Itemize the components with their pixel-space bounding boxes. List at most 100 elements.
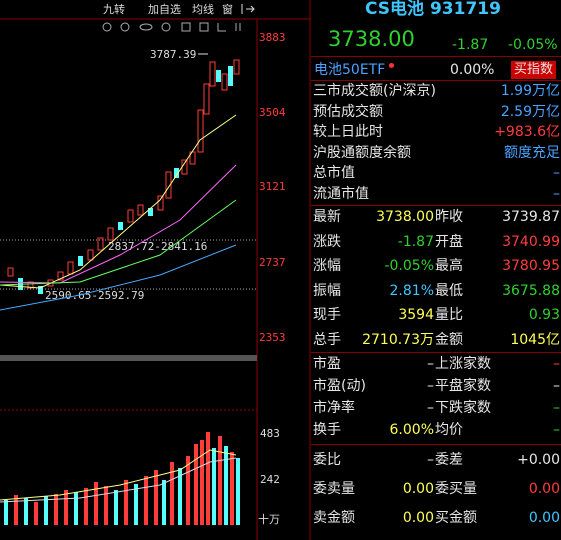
label: 上涨家数 — [435, 356, 491, 372]
ma — [0, 244, 237, 311]
value: 3739.87 — [502, 209, 560, 225]
volume-tick: 242 — [260, 473, 280, 486]
ma — [0, 114, 237, 289]
value: 2710.73万 — [362, 331, 434, 348]
value: 3740.99 — [502, 233, 560, 250]
label: 流通市值 — [313, 185, 369, 202]
value: – — [553, 185, 560, 202]
value: 3594 — [398, 307, 434, 323]
value: – — [553, 422, 560, 438]
price: 3738.00 — [328, 27, 415, 51]
label: 沪股通额度余额 — [313, 144, 411, 161]
value: – — [427, 452, 434, 468]
candles — [7, 59, 240, 294]
label: 量比 — [435, 307, 463, 323]
value: 0.00 — [402, 481, 434, 497]
value: 2.81% — [389, 282, 434, 299]
ma — [0, 199, 237, 286]
title: CS电池 931719 — [365, 0, 501, 19]
change: -1.87 — [452, 37, 489, 53]
buy-button[interactable]: 买指数 — [511, 61, 557, 79]
value: 额度充足 — [504, 144, 560, 161]
value: 1.99万亿 — [500, 83, 560, 99]
icons — [102, 22, 241, 32]
label: 市净率 — [313, 400, 355, 416]
label: 委买量 — [435, 481, 477, 497]
label: 买金额 — [435, 510, 477, 526]
value: 6.00% — [389, 422, 434, 438]
value: – — [427, 378, 434, 394]
divider — [311, 56, 561, 57]
price-tick: 3883 — [259, 31, 286, 44]
label: 涨幅 — [313, 258, 341, 274]
icon[interactable] — [241, 4, 255, 14]
divider — [311, 444, 561, 445]
label: 总市值 — [313, 165, 355, 181]
value: -1.87 — [397, 233, 434, 250]
value: – — [553, 400, 560, 416]
label: 三市成交额(沪深京) — [313, 83, 436, 99]
value: – — [427, 356, 434, 372]
volume-bars — [4, 432, 240, 525]
price-tick: 2737 — [259, 256, 286, 269]
label: 最高 — [435, 258, 463, 274]
label: 振幅 — [313, 282, 341, 299]
vol-ma — [0, 457, 237, 503]
price-tick: 2353 — [259, 331, 286, 344]
label: 委比 — [313, 452, 341, 468]
label: 换手 — [313, 422, 341, 438]
label: 卖金额 — [313, 510, 355, 526]
divider — [311, 80, 561, 81]
label: 市盈(动) — [313, 378, 366, 394]
label: 下跌家数 — [435, 400, 491, 416]
dot — [389, 63, 394, 68]
divider — [311, 352, 561, 353]
value: – — [553, 165, 560, 181]
label: 总手 — [313, 331, 341, 348]
value: – — [553, 356, 560, 372]
value: 2.59万亿 — [500, 103, 560, 120]
value: -0.05% — [384, 258, 434, 274]
high-label: 3787.39 — [150, 48, 196, 61]
value: +983.6亿 — [494, 124, 560, 140]
change-pct: -0.05% — [508, 37, 558, 53]
vol-ma — [0, 449, 237, 501]
value: 0.00 — [402, 510, 434, 526]
range-label: 2590.65-2592.79 — [45, 289, 144, 302]
price-tick: 3504 — [259, 106, 286, 119]
value: 3780.95 — [502, 258, 560, 274]
ma — [0, 164, 237, 284]
label: 委差 — [435, 452, 463, 468]
kline-panel: 九转 加自选 均线 窗 3883 3504 3121 2737 2353 483… — [0, 0, 311, 540]
value: – — [553, 378, 560, 394]
value: 1045亿 — [510, 331, 560, 348]
value: 0.93 — [528, 307, 560, 323]
label: 涨跌 — [313, 233, 341, 250]
etf-name[interactable]: 电池50ETF — [314, 62, 386, 78]
value: 0.00 — [528, 510, 560, 526]
tool[interactable]: 加自选 — [148, 3, 181, 16]
price-tick: 3121 — [259, 180, 286, 193]
tool[interactable]: 九转 — [103, 2, 125, 16]
label: 昨收 — [435, 209, 463, 225]
label: 现手 — [313, 307, 341, 323]
label: 平盘家数 — [435, 378, 491, 394]
etf-pct: 0.00% — [450, 62, 495, 78]
label: 最新 — [313, 209, 341, 225]
value: – — [427, 400, 434, 416]
label: 预估成交额 — [313, 103, 383, 120]
label: 开盘 — [435, 233, 463, 250]
volume-tick: 十万 — [258, 512, 280, 526]
label: 委卖量 — [313, 481, 355, 497]
volume-tick: 483 — [260, 427, 280, 440]
value: 3675.88 — [502, 282, 560, 299]
label: 金额 — [435, 331, 463, 348]
label: 较上日此时 — [313, 124, 383, 140]
value: 3738.00 — [376, 209, 434, 225]
tool[interactable]: 窗 — [222, 2, 233, 16]
value: 0.00 — [528, 481, 560, 497]
range-label: 2837.72-2841.16 — [108, 240, 207, 253]
value: +0.00 — [517, 452, 560, 468]
tool[interactable]: 均线 — [192, 2, 214, 16]
